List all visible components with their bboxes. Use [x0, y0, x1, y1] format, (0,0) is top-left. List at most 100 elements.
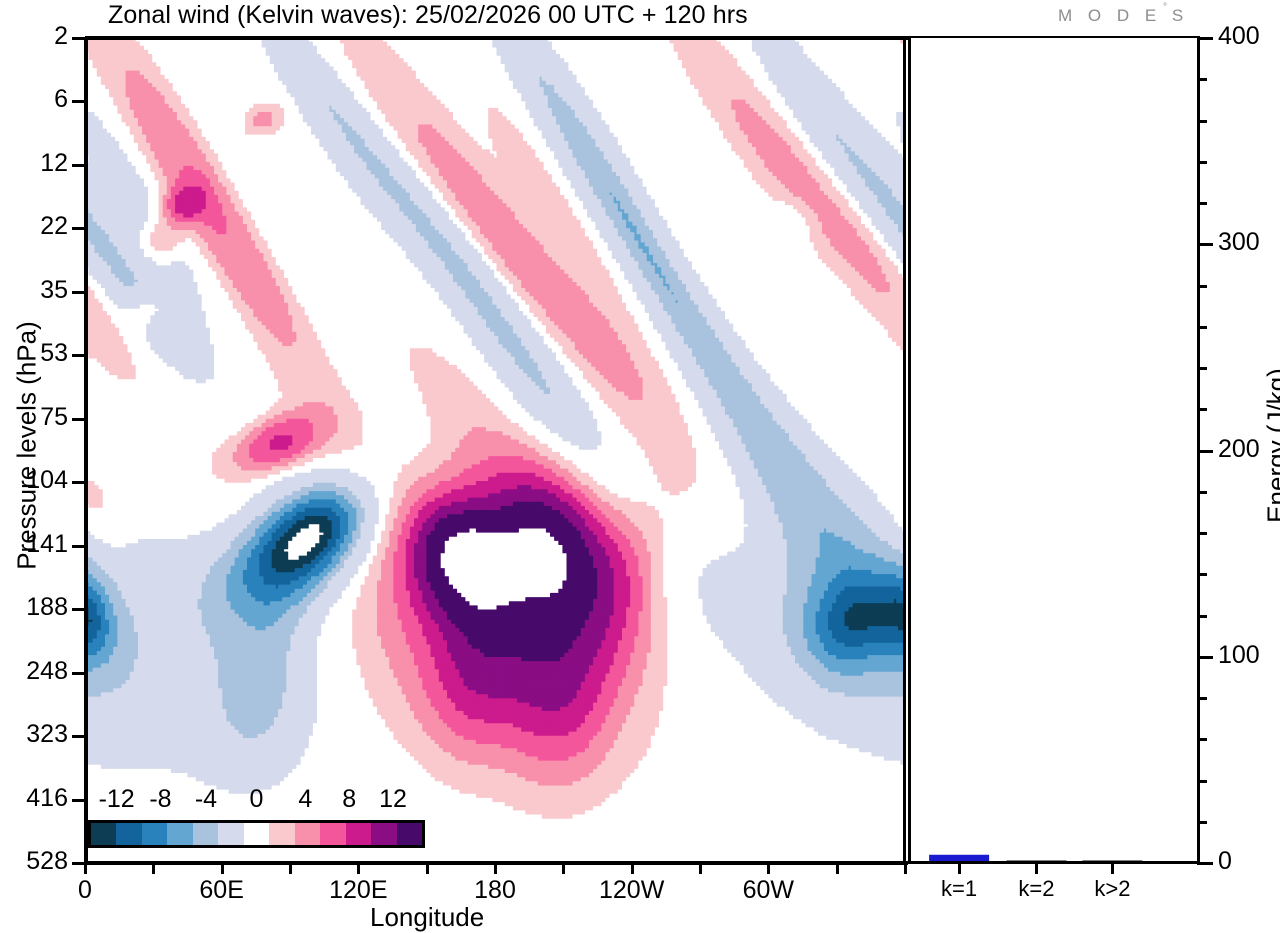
- x-tick: [221, 861, 224, 874]
- y-tick-label: 528: [0, 847, 68, 876]
- y-tick: [72, 37, 86, 40]
- x-axis-label: Longitude: [370, 902, 484, 933]
- y-tick-label: 22: [0, 212, 68, 241]
- k-tick-label: k>2: [1062, 876, 1162, 902]
- energy-tick: [1197, 821, 1207, 824]
- y-tick: [72, 291, 86, 294]
- zonal-wind-contour-plot: [85, 38, 905, 863]
- y-tick: [72, 100, 86, 103]
- energy-tick: [1197, 697, 1207, 700]
- x-tick-label: 180: [435, 876, 555, 905]
- colorbar-swatch: [371, 823, 396, 845]
- energy-panel-left-axis: [908, 38, 911, 863]
- energy-tick: [1197, 78, 1207, 81]
- x-tick: [84, 861, 87, 874]
- x-tick: [767, 861, 770, 874]
- colorbar-swatch: [167, 823, 192, 845]
- x-tick: [904, 861, 907, 874]
- colorbar-swatch: [320, 823, 345, 845]
- x-tick: [631, 861, 634, 874]
- energy-tick: [1197, 532, 1207, 535]
- x-tick-label: 120W: [572, 876, 692, 905]
- modes-logo: M O D E S: [1058, 6, 1189, 26]
- modes-logo-superscript: °: [1163, 2, 1167, 13]
- y-tick-label: 2: [0, 22, 68, 51]
- y-tick-label: 416: [0, 784, 68, 813]
- colorbar-swatch: [193, 823, 218, 845]
- colorbar-swatch: [116, 823, 141, 845]
- colorbar-swatch: [91, 823, 116, 845]
- energy-bar-panel: [908, 38, 1200, 863]
- y-tick-label: 323: [0, 720, 68, 749]
- x-tick: [289, 861, 292, 874]
- energy-tick-label: 300: [1218, 228, 1260, 257]
- energy-tick-label: 400: [1218, 22, 1260, 51]
- y-tick-label: 188: [0, 593, 68, 622]
- y-axis-label: Pressure levels (hPa): [12, 321, 43, 571]
- energy-tick: [1197, 326, 1207, 329]
- energy-axis-label: Energy (J/kg): [1262, 321, 1280, 571]
- x-tick-label: 60W: [708, 876, 828, 905]
- energy-tick: [1197, 738, 1207, 741]
- energy-tick: [1197, 450, 1213, 453]
- k-tick: [1035, 861, 1038, 874]
- energy-tick: [1197, 243, 1213, 246]
- energy-panel-bottom-axis: [908, 861, 1200, 864]
- energy-bars: [908, 38, 1200, 863]
- colorbar-swatch: [295, 823, 320, 845]
- energy-tick: [1197, 615, 1207, 618]
- colorbar: [88, 820, 425, 848]
- colorbar-swatch: [142, 823, 167, 845]
- y-tick: [72, 227, 86, 230]
- colorbar-swatch: [346, 823, 371, 845]
- y-tick-label: 35: [0, 276, 68, 305]
- energy-tick: [1197, 491, 1207, 494]
- y-tick: [72, 481, 86, 484]
- x-tick-label: 60E: [162, 876, 282, 905]
- energy-tick: [1197, 161, 1207, 164]
- y-tick: [72, 545, 86, 548]
- energy-tick: [1197, 285, 1207, 288]
- energy-tick: [1197, 573, 1207, 576]
- k-tick: [1111, 861, 1114, 874]
- energy-tick-label: 100: [1218, 641, 1260, 670]
- k-tick: [958, 861, 961, 874]
- energy-tick-label: 200: [1218, 435, 1260, 464]
- y-tick-label: 6: [0, 85, 68, 114]
- x-tick-label: 120E: [298, 876, 418, 905]
- x-tick: [357, 861, 360, 874]
- y-tick-label: 248: [0, 657, 68, 686]
- energy-tick: [1197, 780, 1207, 783]
- y-tick: [72, 608, 86, 611]
- x-tick: [562, 861, 565, 874]
- x-tick: [699, 861, 702, 874]
- y-tick: [72, 418, 86, 421]
- energy-tick: [1197, 862, 1213, 865]
- y-tick: [72, 164, 86, 167]
- x-tick: [152, 861, 155, 874]
- x-tick: [426, 861, 429, 874]
- y-tick: [72, 354, 86, 357]
- page-title: Zonal wind (Kelvin waves): 25/02/2026 00…: [108, 1, 748, 30]
- colorbar-swatch: [244, 823, 269, 845]
- energy-tick: [1197, 120, 1207, 123]
- energy-tick: [1197, 408, 1207, 411]
- colorbar-tick-label: 12: [353, 785, 433, 814]
- y-axis-line: [84, 38, 88, 864]
- colorbar-swatch: [218, 823, 243, 845]
- y-tick: [72, 672, 86, 675]
- x-tick-label: 0: [25, 876, 145, 905]
- colorbar-swatch: [269, 823, 294, 845]
- x-tick: [494, 861, 497, 874]
- energy-tick: [1197, 367, 1207, 370]
- energy-tick: [1197, 37, 1213, 40]
- contour-field: [85, 38, 905, 863]
- energy-tick: [1197, 656, 1213, 659]
- energy-tick: [1197, 202, 1207, 205]
- y-tick: [72, 735, 86, 738]
- plot-right-axis-line: [903, 38, 906, 864]
- colorbar-swatch: [397, 823, 422, 845]
- x-tick: [836, 861, 839, 874]
- y-tick-label: 12: [0, 149, 68, 178]
